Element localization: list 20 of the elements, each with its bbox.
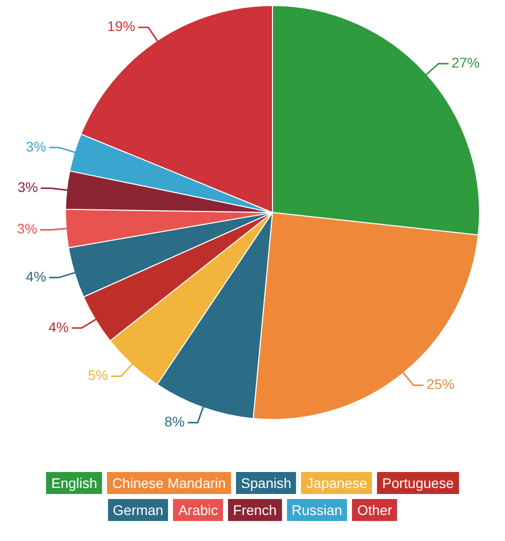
legend-label: Japanese [306,472,372,494]
data-label: 27% [452,54,480,70]
legend-label: Portuguese [382,472,459,494]
data-label: 25% [426,376,454,392]
data-label: 8% [164,413,185,430]
data-label: 4% [48,318,69,335]
legend-label: Chinese Mandarin [112,472,231,494]
legend-label: Other [357,499,398,521]
data-label: 3% [16,220,38,237]
legend-label: French [233,499,282,521]
data-label: 4% [26,268,46,284]
legend-label: Russian [292,499,348,521]
data-label: 5% [88,367,108,384]
legend-label: English [51,472,102,494]
legend-label: Arabic [178,499,224,521]
legend-label: German [112,499,168,521]
data-label: 19% [107,18,136,34]
data-label: 3% [26,138,46,154]
legend-label: Spanish [240,472,296,494]
data-label: 3% [18,179,38,196]
